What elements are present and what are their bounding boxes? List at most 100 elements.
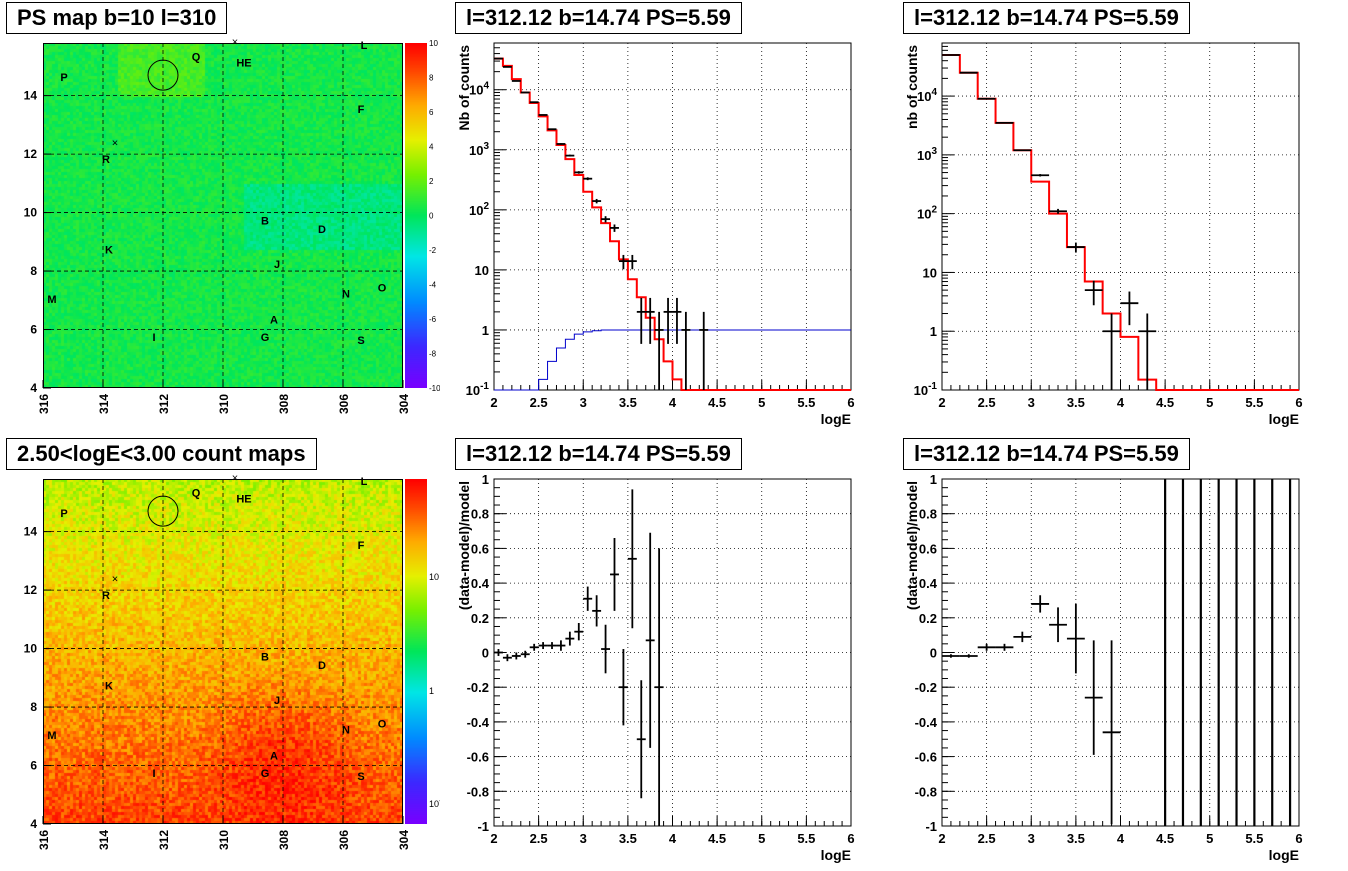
map-y-tick-label: 8 <box>30 264 37 278</box>
data-point <box>977 97 996 100</box>
x-tick-label: 5.5 <box>797 395 815 410</box>
residual-point <box>627 489 637 629</box>
x-tick-label: 3 <box>580 831 587 846</box>
source-label-b: B <box>261 215 269 227</box>
data-point <box>610 224 619 232</box>
count-map-overlay: 316 314 312 310 308 306 304 4 6 8 10 12 14 P Q HE L F R B D K… <box>24 473 440 850</box>
data-point <box>592 198 602 204</box>
data-point <box>1013 149 1032 152</box>
data-point <box>672 297 682 344</box>
y-tick-label: 103 <box>469 141 489 158</box>
y-tick-label: 0 <box>930 646 937 661</box>
ps-map-panel: 316 314 312 310 308 306 304 4 6 8 10 12 14 P Q HE L F R B D K… <box>0 0 440 430</box>
ps-map-overlay: 316 314 312 310 308 306 304 4 6 8 10 12 14 P Q HE L F R B D K… <box>24 37 440 414</box>
source-label-m: M <box>47 730 56 742</box>
residual-point <box>1066 603 1085 674</box>
map-y-tick-label: 6 <box>30 323 37 337</box>
source-label-i: I <box>152 768 155 780</box>
x-tick-label: 2 <box>490 395 497 410</box>
plot-area <box>494 479 851 826</box>
y-tick-label: -0.8 <box>915 784 937 799</box>
residual-point <box>565 631 575 646</box>
source-label-q: Q <box>192 488 201 500</box>
residual-coarse-chart: 2 2.5 3 3.5 4 4.5 5 5.5 6 -1 -0.8 -0.6 -0.4 -0.2 0 0.2 0… <box>904 472 1303 863</box>
y-axis-title: Nb of counts <box>456 45 472 131</box>
map-x-tick-label: 304 <box>397 394 411 414</box>
source-label-s: S <box>357 335 364 347</box>
z-tick-label: -10 <box>429 384 440 393</box>
x-tick-label: 5 <box>758 831 765 846</box>
z-tick-label: 2 <box>429 177 434 186</box>
x-tick-label: 5.5 <box>1245 395 1263 410</box>
x-tick-label: 3 <box>1028 831 1035 846</box>
data-point <box>654 311 664 390</box>
z-tick-label: -6 <box>429 315 437 324</box>
source-cross-marker: × <box>232 473 238 485</box>
residual-point <box>636 680 646 799</box>
map-x-tick-label: 312 <box>157 830 171 850</box>
data-point <box>1084 280 1103 306</box>
map-y-tick-label: 6 <box>30 759 37 773</box>
residual-point <box>610 537 619 611</box>
data-point <box>1102 313 1121 390</box>
data-point <box>1120 291 1139 326</box>
ps-map-title: PS map b=10 l=310 <box>6 2 228 34</box>
source-label-l: L <box>361 476 368 488</box>
residual-coarse-title: l=312.12 b=14.74 PS=5.59 <box>903 438 1190 470</box>
source-label-p: P <box>60 508 67 520</box>
y-tick-label: 0.8 <box>471 507 489 522</box>
source-label-f: F <box>358 104 365 116</box>
plot-area <box>942 479 1299 826</box>
map-y-tick-label: 14 <box>24 525 38 539</box>
residual-point <box>1031 595 1050 613</box>
data-point <box>699 311 709 390</box>
source-label-r: R <box>102 590 110 602</box>
x-tick-label: 3.5 <box>619 831 637 846</box>
efficiency-line <box>494 329 851 391</box>
data-point <box>601 216 611 223</box>
x-tick-label: 3 <box>580 395 587 410</box>
source-label-r: R <box>102 154 110 166</box>
map-y-tick-label: 10 <box>24 642 38 656</box>
data-point <box>636 297 646 344</box>
y-tick-label: 10-1 <box>914 381 938 398</box>
y-tick-label: 1 <box>482 472 489 487</box>
source-label-he: HE <box>236 57 251 69</box>
data-point <box>1066 242 1085 253</box>
y-tick-label: -0.6 <box>915 750 937 765</box>
residual-point <box>574 623 584 641</box>
map-x-tick-label: 314 <box>97 830 111 850</box>
source-label-o: O <box>378 719 387 731</box>
source-label-d: D <box>318 660 326 672</box>
data-point <box>574 171 584 174</box>
source-circle <box>147 495 179 527</box>
y-tick-label: 0.2 <box>471 611 489 626</box>
map-x-tick-label: 304 <box>397 830 411 850</box>
x-tick-label: 4.5 <box>1156 395 1174 410</box>
source-label-p: P <box>60 72 67 84</box>
y-tick-label: -0.8 <box>467 784 489 799</box>
source-label-s: S <box>357 771 364 783</box>
y-tick-label: -0.2 <box>467 680 489 695</box>
x-tick-label: 2 <box>938 831 945 846</box>
data-point <box>556 143 566 145</box>
source-label-g: G <box>261 768 270 780</box>
source-label-n: N <box>342 288 350 300</box>
z-tick-label: 8 <box>429 74 434 83</box>
residual-point <box>511 652 521 660</box>
z-tick-label: -8 <box>429 350 437 359</box>
spectrum-coarse-chart: 2 2.5 3 3.5 4 4.5 5 5.5 6 10-1 1 10 102 103 104 logE nb … <box>904 42 1303 427</box>
y-tick-label: 1 <box>930 472 937 487</box>
data-point <box>663 297 673 344</box>
data-point <box>529 101 539 104</box>
residual-point <box>556 640 566 651</box>
y-tick-label: 0.8 <box>919 507 937 522</box>
map-x-tick-label: 306 <box>337 830 351 850</box>
residual-point <box>583 586 593 611</box>
y-tick-label: 0.6 <box>471 541 489 556</box>
z-tick-label: 10 <box>429 572 439 582</box>
x-tick-label: 5.5 <box>797 831 815 846</box>
map-x-tick-label: 308 <box>277 830 291 850</box>
source-label-a: A <box>270 315 278 327</box>
source-label-k: K <box>105 681 113 693</box>
